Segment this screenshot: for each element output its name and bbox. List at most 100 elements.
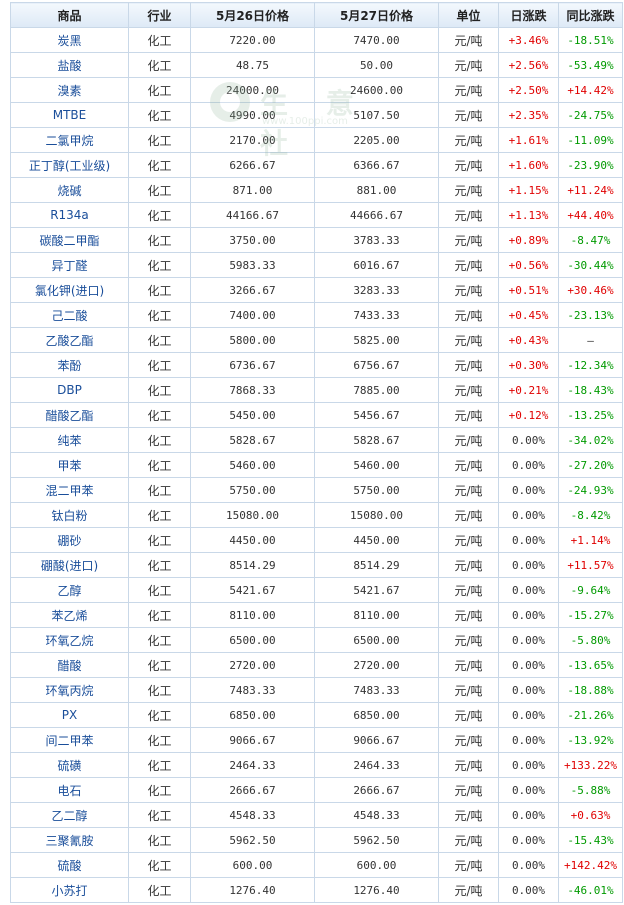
commodity-name[interactable]: 烧碱 <box>10 177 129 203</box>
commodity-name[interactable]: 盐酸 <box>10 52 129 78</box>
unit-cell: 元/吨 <box>438 327 499 353</box>
commodity-name[interactable]: R134a <box>10 202 129 228</box>
header-price-may27[interactable]: 5月27日价格 <box>314 2 439 28</box>
price-may26-cell: 6266.67 <box>190 152 315 178</box>
price-may27-cell: 8514.29 <box>314 552 439 578</box>
commodity-name[interactable]: 二氯甲烷 <box>10 127 129 153</box>
commodity-name[interactable]: 三聚氰胺 <box>10 827 129 853</box>
daily-change-cell: 0.00% <box>498 427 559 453</box>
industry-cell: 化工 <box>128 852 191 878</box>
table-row: 环氧丙烷 化工 7483.33 7483.33 元/吨 0.00% -18.88% <box>10 677 623 703</box>
commodity-name[interactable]: 异丁醛 <box>10 252 129 278</box>
daily-change-cell: 0.00% <box>498 577 559 603</box>
header-commodity[interactable]: 商品 <box>10 2 129 28</box>
industry-cell: 化工 <box>128 427 191 453</box>
commodity-name[interactable]: 醋酸乙酯 <box>10 402 129 428</box>
unit-cell: 元/吨 <box>438 127 499 153</box>
price-may26-cell: 5828.67 <box>190 427 315 453</box>
commodity-name[interactable]: 钛白粉 <box>10 502 129 528</box>
table-row: 二氯甲烷 化工 2170.00 2205.00 元/吨 +1.61% -11.09% <box>10 127 623 153</box>
yoy-change-cell: +0.63% <box>558 802 623 828</box>
commodity-name[interactable]: 小苏打 <box>10 877 129 903</box>
price-may27-cell: 600.00 <box>314 852 439 878</box>
price-may27-cell: 2205.00 <box>314 127 439 153</box>
commodity-name[interactable]: 电石 <box>10 777 129 803</box>
daily-change-cell: 0.00% <box>498 552 559 578</box>
commodity-name[interactable]: 硼酸(进口) <box>10 552 129 578</box>
price-may26-cell: 7400.00 <box>190 302 315 328</box>
commodity-name[interactable]: MTBE <box>10 102 129 128</box>
price-may27-cell: 7483.33 <box>314 677 439 703</box>
table-row: 烧碱 化工 871.00 881.00 元/吨 +1.15% +11.24% <box>10 177 623 203</box>
commodity-name[interactable]: 环氧丙烷 <box>10 677 129 703</box>
commodity-name[interactable]: 硫磺 <box>10 752 129 778</box>
header-price-may26[interactable]: 5月26日价格 <box>190 2 315 28</box>
commodity-name[interactable]: 溴素 <box>10 77 129 103</box>
price-may26-cell: 24000.00 <box>190 77 315 103</box>
unit-cell: 元/吨 <box>438 552 499 578</box>
yoy-change-cell: -53.49% <box>558 52 623 78</box>
header-unit[interactable]: 单位 <box>438 2 499 28</box>
industry-cell: 化工 <box>128 52 191 78</box>
commodity-name[interactable]: 乙醇 <box>10 577 129 603</box>
table-row: 硫酸 化工 600.00 600.00 元/吨 0.00% +142.42% <box>10 852 623 878</box>
daily-change-cell: 0.00% <box>498 802 559 828</box>
unit-cell: 元/吨 <box>438 727 499 753</box>
industry-cell: 化工 <box>128 77 191 103</box>
commodity-name[interactable]: 苯乙烯 <box>10 602 129 628</box>
header-industry[interactable]: 行业 <box>128 2 191 28</box>
price-may26-cell: 5421.67 <box>190 577 315 603</box>
commodity-name[interactable]: PX <box>10 702 129 728</box>
daily-change-cell: 0.00% <box>498 752 559 778</box>
unit-cell: 元/吨 <box>438 152 499 178</box>
price-may27-cell: 4450.00 <box>314 527 439 553</box>
commodity-name[interactable]: 乙二醇 <box>10 802 129 828</box>
price-may27-cell: 7470.00 <box>314 27 439 53</box>
price-may27-cell: 2720.00 <box>314 652 439 678</box>
table-row: 纯苯 化工 5828.67 5828.67 元/吨 0.00% -34.02% <box>10 427 623 453</box>
daily-change-cell: 0.00% <box>498 727 559 753</box>
unit-cell: 元/吨 <box>438 27 499 53</box>
price-may27-cell: 2464.33 <box>314 752 439 778</box>
commodity-name[interactable]: 正丁醇(工业级) <box>10 152 129 178</box>
commodity-name[interactable]: 混二甲苯 <box>10 477 129 503</box>
commodity-name[interactable]: 炭黑 <box>10 27 129 53</box>
price-may26-cell: 3750.00 <box>190 227 315 253</box>
unit-cell: 元/吨 <box>438 102 499 128</box>
price-may26-cell: 44166.67 <box>190 202 315 228</box>
price-may27-cell: 7885.00 <box>314 377 439 403</box>
commodity-name[interactable]: 环氧乙烷 <box>10 627 129 653</box>
commodity-name[interactable]: 苯酚 <box>10 352 129 378</box>
commodity-name[interactable]: 氯化钾(进口) <box>10 277 129 303</box>
price-may26-cell: 5962.50 <box>190 827 315 853</box>
daily-change-cell: 0.00% <box>498 702 559 728</box>
price-may26-cell: 4548.33 <box>190 802 315 828</box>
industry-cell: 化工 <box>128 627 191 653</box>
unit-cell: 元/吨 <box>438 627 499 653</box>
price-may26-cell: 2720.00 <box>190 652 315 678</box>
header-row: 商品 行业 5月26日价格 5月27日价格 单位 日涨跌 同比涨跌 <box>10 2 623 28</box>
yoy-change-cell: -8.47% <box>558 227 623 253</box>
commodity-name[interactable]: 甲苯 <box>10 452 129 478</box>
table-row: R134a 化工 44166.67 44666.67 元/吨 +1.13% +44.40% <box>10 202 623 228</box>
commodity-name[interactable]: 硼砂 <box>10 527 129 553</box>
industry-cell: 化工 <box>128 177 191 203</box>
commodity-name[interactable]: 硫酸 <box>10 852 129 878</box>
table-row: 环氧乙烷 化工 6500.00 6500.00 元/吨 0.00% -5.80% <box>10 627 623 653</box>
price-may26-cell: 4450.00 <box>190 527 315 553</box>
industry-cell: 化工 <box>128 877 191 903</box>
price-may26-cell: 3266.67 <box>190 277 315 303</box>
commodity-name[interactable]: 醋酸 <box>10 652 129 678</box>
header-daily-change[interactable]: 日涨跌 <box>498 2 559 28</box>
commodity-name[interactable]: DBP <box>10 377 129 403</box>
commodity-name[interactable]: 乙酸乙酯 <box>10 327 129 353</box>
commodity-name[interactable]: 纯苯 <box>10 427 129 453</box>
commodity-name[interactable]: 碳酸二甲酯 <box>10 227 129 253</box>
table-row: 氯化钾(进口) 化工 3266.67 3283.33 元/吨 +0.51% +30.46% <box>10 277 623 303</box>
commodity-name[interactable]: 间二甲苯 <box>10 727 129 753</box>
header-yoy-change[interactable]: 同比涨跌 <box>558 2 623 28</box>
unit-cell: 元/吨 <box>438 377 499 403</box>
price-may26-cell: 2464.33 <box>190 752 315 778</box>
commodity-name[interactable]: 己二酸 <box>10 302 129 328</box>
industry-cell: 化工 <box>128 802 191 828</box>
